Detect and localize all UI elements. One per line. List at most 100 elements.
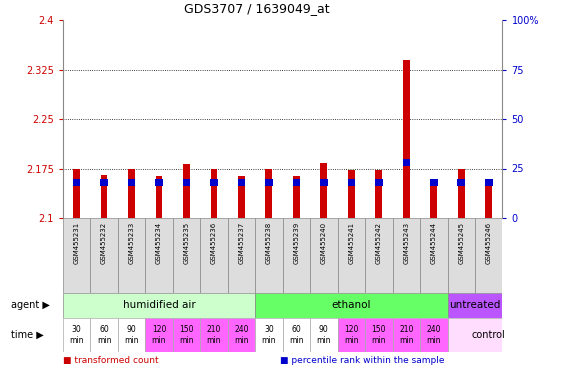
- Bar: [118, 318, 145, 352]
- Bar: [173, 318, 200, 352]
- Text: 120
min: 120 min: [152, 325, 166, 345]
- Text: GSM455245: GSM455245: [459, 222, 464, 264]
- Bar: [420, 318, 448, 352]
- Text: 210
min: 210 min: [207, 325, 221, 345]
- Text: 90
min: 90 min: [124, 325, 139, 345]
- Bar: [420, 218, 448, 293]
- Text: ■ transformed count: ■ transformed count: [63, 356, 158, 365]
- Bar: [155, 176, 162, 218]
- Bar: [365, 318, 393, 352]
- Bar: [475, 218, 502, 293]
- Bar: [348, 179, 355, 186]
- Bar: [430, 179, 437, 186]
- Bar: [183, 179, 190, 186]
- Bar: [183, 164, 190, 218]
- Text: 90
min: 90 min: [316, 325, 331, 345]
- Bar: [255, 218, 283, 293]
- Text: GSM455243: GSM455243: [403, 222, 409, 264]
- Bar: [348, 170, 355, 218]
- Bar: [118, 218, 145, 293]
- Text: GSM455241: GSM455241: [348, 222, 355, 264]
- Text: 120
min: 120 min: [344, 325, 359, 345]
- Text: GSM455242: GSM455242: [376, 222, 382, 264]
- Bar: [365, 218, 393, 293]
- Text: 240
min: 240 min: [427, 325, 441, 345]
- Text: GSM455237: GSM455237: [239, 222, 244, 264]
- Bar: [375, 170, 382, 218]
- Bar: [448, 318, 502, 352]
- Bar: [228, 218, 255, 293]
- Bar: [90, 318, 118, 352]
- Bar: [90, 218, 118, 293]
- Text: GSM455233: GSM455233: [128, 222, 135, 264]
- Bar: [211, 169, 218, 218]
- Bar: [283, 218, 310, 293]
- Text: agent ▶: agent ▶: [11, 301, 50, 311]
- Bar: [200, 218, 228, 293]
- Text: untreated: untreated: [449, 301, 501, 311]
- Bar: [393, 318, 420, 352]
- Bar: [73, 179, 81, 186]
- Bar: [320, 163, 327, 218]
- Text: 30
min: 30 min: [69, 325, 84, 345]
- Text: 150
min: 150 min: [372, 325, 386, 345]
- Text: GDS3707 / 1639049_at: GDS3707 / 1639049_at: [184, 2, 330, 15]
- Bar: [100, 175, 107, 218]
- Text: GSM455246: GSM455246: [486, 222, 492, 264]
- Bar: [458, 169, 465, 218]
- Bar: [63, 293, 255, 318]
- Bar: [448, 218, 475, 293]
- Text: 150
min: 150 min: [179, 325, 194, 345]
- Bar: [485, 182, 492, 218]
- Bar: [403, 159, 410, 166]
- Bar: [100, 179, 108, 186]
- Bar: [210, 179, 218, 186]
- Text: GSM455244: GSM455244: [431, 222, 437, 264]
- Text: GSM455232: GSM455232: [101, 222, 107, 264]
- Text: humidified air: humidified air: [123, 301, 195, 311]
- Text: GSM455234: GSM455234: [156, 222, 162, 264]
- Bar: [145, 218, 173, 293]
- Bar: [337, 318, 365, 352]
- Text: GSM455238: GSM455238: [266, 222, 272, 264]
- Bar: [63, 318, 90, 352]
- Text: 240
min: 240 min: [234, 325, 249, 345]
- Bar: [255, 318, 283, 352]
- Text: GSM455235: GSM455235: [183, 222, 190, 264]
- Text: ethanol: ethanol: [332, 301, 371, 311]
- Bar: [310, 318, 337, 352]
- Bar: [393, 218, 420, 293]
- Bar: [255, 293, 448, 318]
- Text: GSM455236: GSM455236: [211, 222, 217, 264]
- Bar: [73, 169, 80, 218]
- Bar: [375, 179, 383, 186]
- Bar: [228, 318, 255, 352]
- Bar: [403, 60, 410, 218]
- Text: 210
min: 210 min: [399, 325, 413, 345]
- Bar: [431, 182, 437, 218]
- Bar: [238, 179, 245, 186]
- Bar: [293, 176, 300, 218]
- Bar: [155, 179, 163, 186]
- Text: ■ percentile rank within the sample: ■ percentile rank within the sample: [280, 356, 444, 365]
- Bar: [63, 218, 90, 293]
- Bar: [283, 318, 310, 352]
- Bar: [266, 169, 272, 218]
- Bar: [292, 179, 300, 186]
- Bar: [337, 218, 365, 293]
- Bar: [128, 169, 135, 218]
- Text: time ▶: time ▶: [11, 330, 44, 340]
- Text: 60
min: 60 min: [96, 325, 111, 345]
- Text: GSM455231: GSM455231: [74, 222, 79, 264]
- Text: 60
min: 60 min: [289, 325, 304, 345]
- Bar: [145, 318, 173, 352]
- Bar: [448, 293, 502, 318]
- Bar: [457, 179, 465, 186]
- Bar: [265, 179, 273, 186]
- Text: 30
min: 30 min: [262, 325, 276, 345]
- Text: GSM455240: GSM455240: [321, 222, 327, 264]
- Bar: [238, 176, 245, 218]
- Bar: [200, 318, 228, 352]
- Bar: [320, 179, 328, 186]
- Bar: [485, 179, 493, 186]
